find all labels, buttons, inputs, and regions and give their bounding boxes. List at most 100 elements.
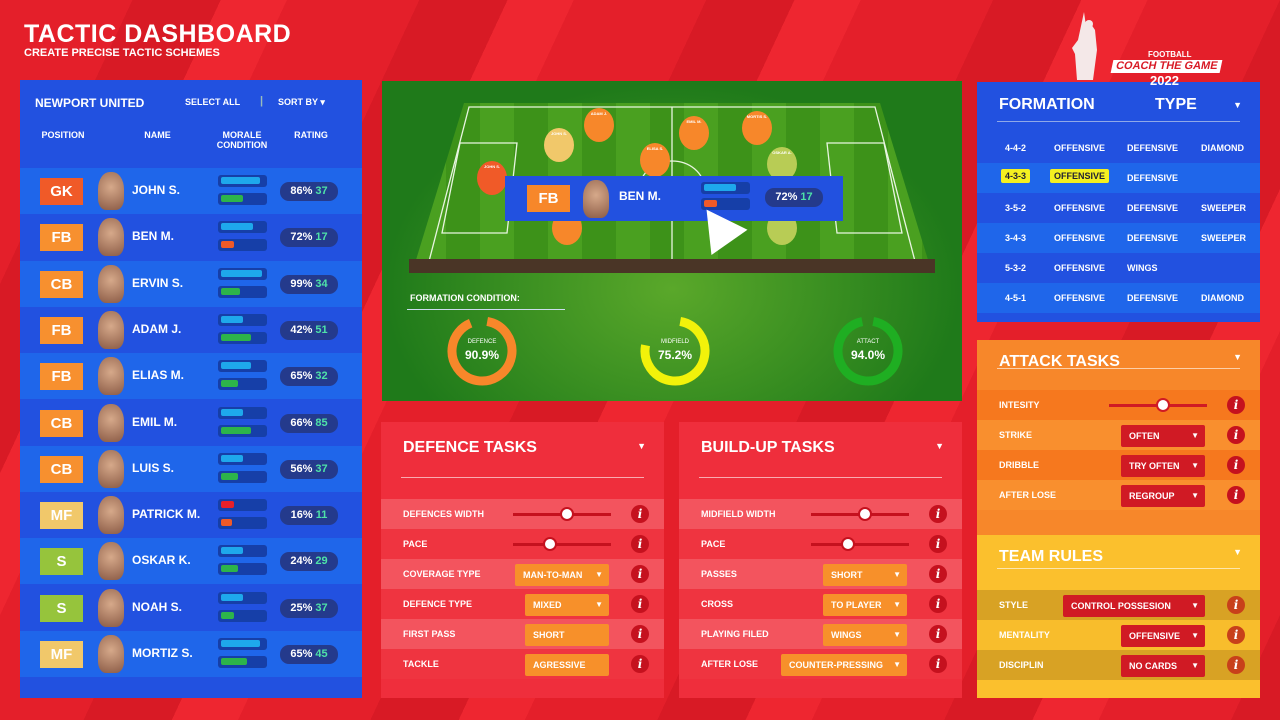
chevron-down-icon[interactable]: ▼: [637, 441, 646, 451]
task-dropdown[interactable]: MIXED ▼: [525, 594, 609, 616]
info-icon[interactable]: i: [1227, 426, 1245, 444]
info-icon[interactable]: i: [1227, 626, 1245, 644]
formation-option[interactable]: WINGS: [1127, 263, 1158, 273]
chevron-down-icon[interactable]: ▼: [935, 441, 944, 451]
formation-option[interactable]: 3-5-2: [1005, 203, 1027, 213]
player-row[interactable]: MF MORTIZ S. 65% 45: [20, 631, 362, 677]
player-row[interactable]: FB ELIAS M. 65% 32: [20, 353, 362, 400]
info-icon[interactable]: i: [929, 595, 947, 613]
task-dropdown[interactable]: CONTROL POSSESION ▼: [1063, 595, 1205, 617]
task-dropdown[interactable]: REGROUP ▼: [1121, 485, 1205, 507]
info-icon[interactable]: i: [631, 655, 649, 673]
info-icon[interactable]: i: [631, 535, 649, 553]
task-slider[interactable]: [513, 537, 611, 551]
formation-option[interactable]: 4-4-2: [1005, 143, 1027, 153]
task-dropdown[interactable]: MAN-TO-MAN ▼: [515, 564, 609, 586]
task-dropdown[interactable]: NO CARDS ▼: [1121, 655, 1205, 677]
formation-row[interactable]: 4-4-2 OFFENSIVE DEFENSIVE DIAMOND: [977, 133, 1260, 163]
info-icon[interactable]: i: [929, 565, 947, 583]
rating-pct: 42%: [290, 323, 313, 336]
info-icon[interactable]: i: [1227, 456, 1245, 474]
player-row[interactable]: GK JOHN S. 86% 37: [20, 168, 362, 214]
formation-option[interactable]: 3-4-3: [1005, 233, 1027, 243]
slider-handle[interactable]: [1155, 398, 1170, 412]
slider-handle[interactable]: [543, 537, 558, 551]
info-icon[interactable]: i: [631, 565, 649, 583]
pitch-player-marker[interactable]: JOHN S.: [477, 161, 507, 195]
task-dropdown[interactable]: OFFENSIVE ▼: [1121, 625, 1205, 647]
formation-option[interactable]: DIAMOND: [1201, 143, 1244, 153]
task-dropdown[interactable]: TRY OFTEN ▼: [1121, 455, 1205, 477]
formation-option[interactable]: 4-5-1: [1005, 293, 1027, 303]
formation-option[interactable]: SWEEPER: [1201, 233, 1247, 243]
formation-row[interactable]: 4-5-1 OFFENSIVE DEFENSIVE DIAMOND: [977, 283, 1260, 313]
formation-option[interactable]: DEFENSIVE: [1127, 293, 1179, 303]
pitch-player-marker[interactable]: EMIL M.: [679, 116, 709, 150]
info-icon[interactable]: i: [631, 625, 649, 643]
task-dropdown[interactable]: TO PLAYER ▼: [823, 594, 907, 616]
info-icon[interactable]: i: [1227, 396, 1245, 414]
pitch-player-marker[interactable]: OSKAR A.: [767, 147, 797, 181]
select-all-button[interactable]: SELECT ALL: [185, 97, 241, 107]
pitch-player-marker[interactable]: MORTIS S.: [742, 111, 772, 145]
formation-option[interactable]: DIAMOND: [1201, 293, 1244, 303]
chevron-down-icon[interactable]: ▼: [1233, 547, 1242, 557]
formation-option[interactable]: 4-3-3: [1001, 169, 1031, 183]
player-row[interactable]: FB ADAM J. 42% 51: [20, 306, 362, 353]
condition-gauge: MIDFIELD 75.2%: [638, 314, 712, 388]
pitch-player-marker[interactable]: JOHN S.: [544, 128, 574, 162]
task-dropdown[interactable]: COUNTER-PRESSING ▼: [781, 654, 907, 676]
formation-row[interactable]: 5-3-2 OFFENSIVE WINGS: [977, 253, 1260, 283]
task-dropdown[interactable]: OFTEN ▼: [1121, 425, 1205, 447]
player-row[interactable]: CB LUIS S. 56% 37: [20, 445, 362, 492]
task-slider[interactable]: [811, 507, 909, 521]
formation-option[interactable]: DEFENSIVE: [1127, 203, 1179, 213]
formation-option[interactable]: DEFENSIVE: [1127, 233, 1179, 243]
task-slider[interactable]: [513, 507, 611, 521]
formation-option[interactable]: DEFENSIVE: [1127, 143, 1179, 153]
formation-row[interactable]: 3-4-3 OFFENSIVE DEFENSIVE SWEEPER: [977, 223, 1260, 253]
formation-option[interactable]: SWEEPER: [1201, 203, 1247, 213]
formation-option[interactable]: OFFENSIVE: [1054, 143, 1106, 153]
formation-option[interactable]: OFFENSIVE: [1054, 293, 1106, 303]
player-row[interactable]: FB BEN M. 72% 17: [20, 214, 362, 261]
formation-option[interactable]: DEFENSIVE: [1127, 173, 1179, 183]
chevron-down-icon[interactable]: ▼: [1233, 352, 1242, 362]
info-icon[interactable]: i: [929, 535, 947, 553]
slider-handle[interactable]: [559, 507, 574, 521]
task-dropdown[interactable]: SHORT: [525, 624, 609, 646]
task-slider[interactable]: [1109, 398, 1207, 412]
task-slider[interactable]: [811, 537, 909, 551]
info-icon[interactable]: i: [631, 595, 649, 613]
task-dropdown[interactable]: AGRESSIVE: [525, 654, 609, 676]
slider-handle[interactable]: [841, 537, 856, 551]
player-row[interactable]: CB ERVIN S. 99% 34: [20, 260, 362, 307]
formation-option[interactable]: OFFENSIVE: [1054, 203, 1106, 213]
formation-option[interactable]: OFFENSIVE: [1050, 169, 1110, 183]
formation-option[interactable]: 5-3-2: [1005, 263, 1027, 273]
selected-player-popup[interactable]: FB BEN M. 72% 17: [505, 176, 843, 221]
info-icon[interactable]: i: [631, 505, 649, 523]
player-row[interactable]: CB EMIL M. 66% 85: [20, 399, 362, 446]
player-row[interactable]: MF PATRICK M. 16% 11: [20, 492, 362, 539]
formation-option[interactable]: OFFENSIVE: [1054, 263, 1106, 273]
info-icon[interactable]: i: [929, 505, 947, 523]
formation-row[interactable]: 4-3-3 OFFENSIVE DEFENSIVE: [977, 163, 1260, 193]
task-dropdown[interactable]: SHORT ▼: [823, 564, 907, 586]
player-row[interactable]: S OSKAR K. 24% 29: [20, 538, 362, 585]
pitch-player-marker[interactable]: ELISA S.: [640, 143, 670, 177]
info-icon[interactable]: i: [929, 655, 947, 673]
pitch-player-marker[interactable]: ADAM J.: [584, 108, 614, 142]
formation-option[interactable]: OFFENSIVE: [1054, 233, 1106, 243]
player-row[interactable]: S NOAH S. 25% 37: [20, 584, 362, 631]
chevron-down-icon[interactable]: ▼: [1233, 100, 1242, 110]
slider-handle[interactable]: [857, 507, 872, 521]
info-icon[interactable]: i: [929, 625, 947, 643]
info-icon[interactable]: i: [1227, 486, 1245, 504]
sort-by-button[interactable]: SORT BY ▾: [278, 97, 325, 108]
info-icon[interactable]: i: [1227, 656, 1245, 674]
info-icon[interactable]: i: [1227, 596, 1245, 614]
condition-bar: [218, 285, 267, 298]
formation-row[interactable]: 3-5-2 OFFENSIVE DEFENSIVE SWEEPER: [977, 193, 1260, 223]
task-dropdown[interactable]: WINGS ▼: [823, 624, 907, 646]
